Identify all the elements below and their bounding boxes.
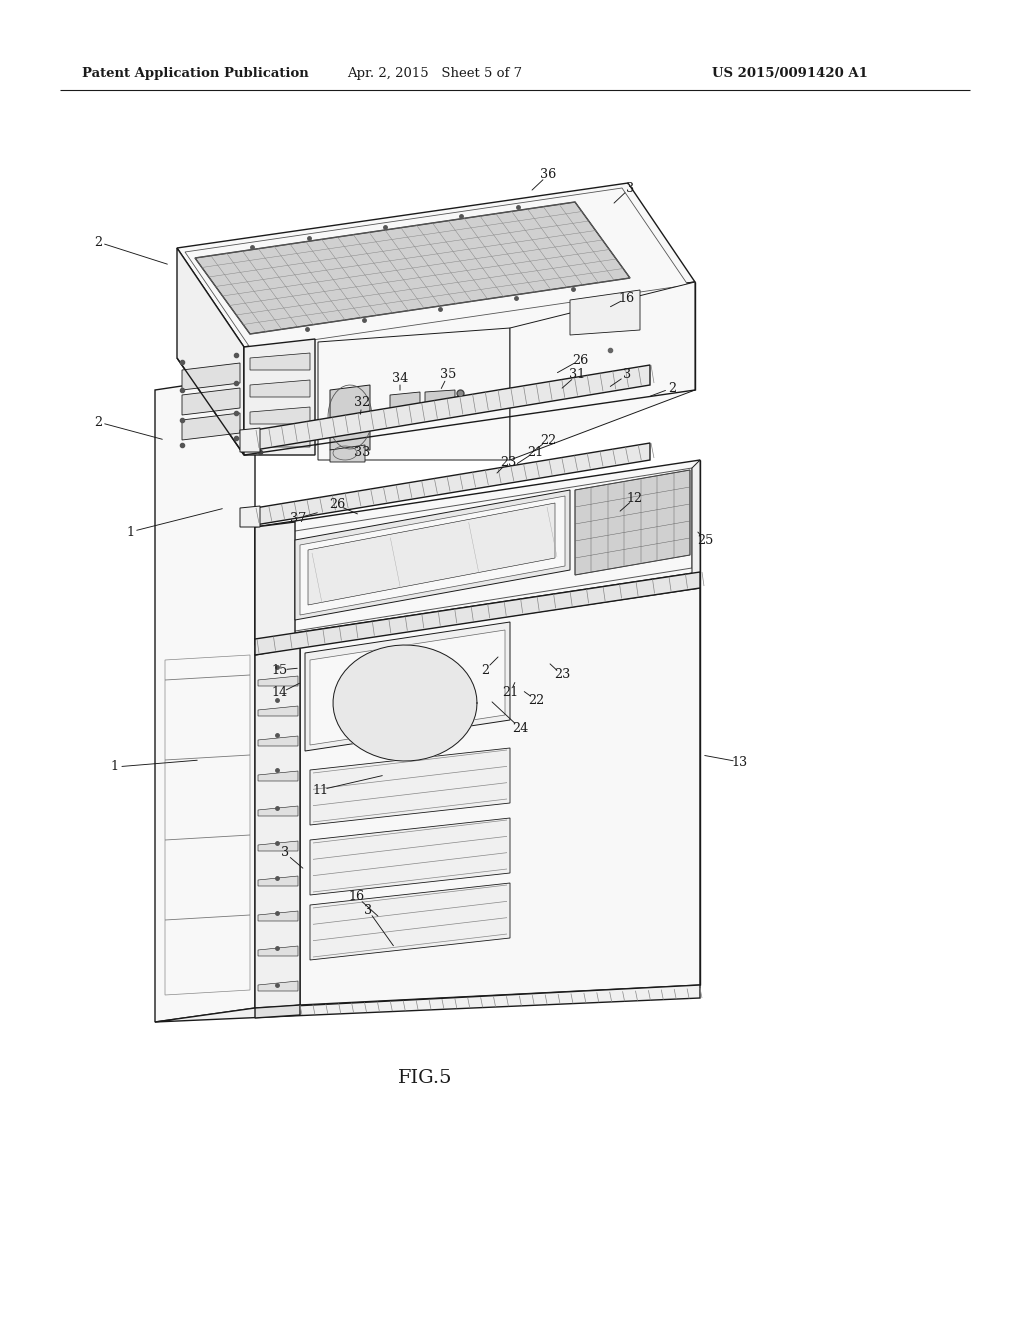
Polygon shape xyxy=(165,655,250,995)
Text: 34: 34 xyxy=(392,371,409,384)
Text: 1: 1 xyxy=(111,760,119,774)
Text: 21: 21 xyxy=(527,446,543,458)
Text: 22: 22 xyxy=(528,693,544,706)
Polygon shape xyxy=(182,413,240,440)
Text: 3: 3 xyxy=(364,903,372,916)
Polygon shape xyxy=(270,469,692,635)
Text: 15: 15 xyxy=(272,664,288,676)
Text: 3: 3 xyxy=(281,846,289,859)
Text: 37: 37 xyxy=(290,511,306,524)
Polygon shape xyxy=(308,503,555,605)
Polygon shape xyxy=(244,282,695,455)
Polygon shape xyxy=(177,183,695,347)
Text: 3: 3 xyxy=(626,181,634,194)
Text: 23: 23 xyxy=(500,455,516,469)
Polygon shape xyxy=(570,290,640,335)
Polygon shape xyxy=(255,459,700,639)
Polygon shape xyxy=(258,807,298,816)
Text: 1: 1 xyxy=(126,525,134,539)
Text: FIG.5: FIG.5 xyxy=(397,1069,453,1086)
Polygon shape xyxy=(310,818,510,895)
Polygon shape xyxy=(258,676,298,686)
Polygon shape xyxy=(177,248,244,455)
Text: 16: 16 xyxy=(349,891,366,903)
Polygon shape xyxy=(258,771,298,781)
Text: 25: 25 xyxy=(696,533,713,546)
Text: 23: 23 xyxy=(554,668,570,681)
Text: 3: 3 xyxy=(623,368,631,381)
Polygon shape xyxy=(255,521,295,645)
Text: 2: 2 xyxy=(94,235,102,248)
Polygon shape xyxy=(255,647,300,1010)
Polygon shape xyxy=(250,380,310,397)
Polygon shape xyxy=(330,445,365,462)
Polygon shape xyxy=(240,428,260,451)
Text: 14: 14 xyxy=(272,686,288,700)
Polygon shape xyxy=(258,911,298,921)
Polygon shape xyxy=(333,645,477,760)
Polygon shape xyxy=(244,339,315,455)
Polygon shape xyxy=(250,407,310,424)
Text: 2: 2 xyxy=(481,664,489,676)
Text: 26: 26 xyxy=(329,499,345,511)
Text: 11: 11 xyxy=(312,784,328,796)
Polygon shape xyxy=(258,981,298,991)
Text: 32: 32 xyxy=(354,396,370,409)
Polygon shape xyxy=(425,389,455,405)
Polygon shape xyxy=(255,444,650,525)
Polygon shape xyxy=(258,737,298,746)
Text: 22: 22 xyxy=(540,433,556,446)
Polygon shape xyxy=(300,496,565,615)
Text: 12: 12 xyxy=(627,491,643,504)
Polygon shape xyxy=(185,187,688,348)
Polygon shape xyxy=(240,506,260,527)
Text: 16: 16 xyxy=(618,292,635,305)
Polygon shape xyxy=(295,490,570,620)
Polygon shape xyxy=(258,946,298,956)
Text: 36: 36 xyxy=(540,169,556,181)
Polygon shape xyxy=(390,392,420,408)
Polygon shape xyxy=(195,202,630,334)
Polygon shape xyxy=(305,622,510,751)
Polygon shape xyxy=(250,430,310,447)
Polygon shape xyxy=(155,375,255,1022)
Polygon shape xyxy=(318,327,510,459)
Polygon shape xyxy=(155,985,700,1022)
Polygon shape xyxy=(310,748,510,825)
Polygon shape xyxy=(258,841,298,851)
Text: Patent Application Publication: Patent Application Publication xyxy=(82,67,308,81)
Text: Apr. 2, 2015   Sheet 5 of 7: Apr. 2, 2015 Sheet 5 of 7 xyxy=(347,67,522,81)
Polygon shape xyxy=(575,470,690,576)
Text: 33: 33 xyxy=(354,446,370,459)
Polygon shape xyxy=(310,883,510,960)
Polygon shape xyxy=(330,385,370,450)
Text: 26: 26 xyxy=(571,354,588,367)
Polygon shape xyxy=(300,587,700,1005)
Polygon shape xyxy=(692,459,700,579)
Polygon shape xyxy=(250,352,310,370)
Text: 21: 21 xyxy=(502,686,518,700)
Text: 2: 2 xyxy=(94,416,102,429)
Polygon shape xyxy=(255,1005,300,1018)
Polygon shape xyxy=(258,706,298,715)
Polygon shape xyxy=(258,876,298,886)
Polygon shape xyxy=(255,572,700,655)
Text: 35: 35 xyxy=(440,368,456,381)
Polygon shape xyxy=(310,630,505,744)
Text: US 2015/0091420 A1: US 2015/0091420 A1 xyxy=(712,67,868,81)
Text: 13: 13 xyxy=(732,755,749,768)
Text: 24: 24 xyxy=(512,722,528,734)
Polygon shape xyxy=(510,282,695,459)
Text: 2: 2 xyxy=(668,381,676,395)
Polygon shape xyxy=(182,363,240,389)
Polygon shape xyxy=(182,388,240,414)
Polygon shape xyxy=(255,366,650,450)
Text: 31: 31 xyxy=(569,368,585,381)
